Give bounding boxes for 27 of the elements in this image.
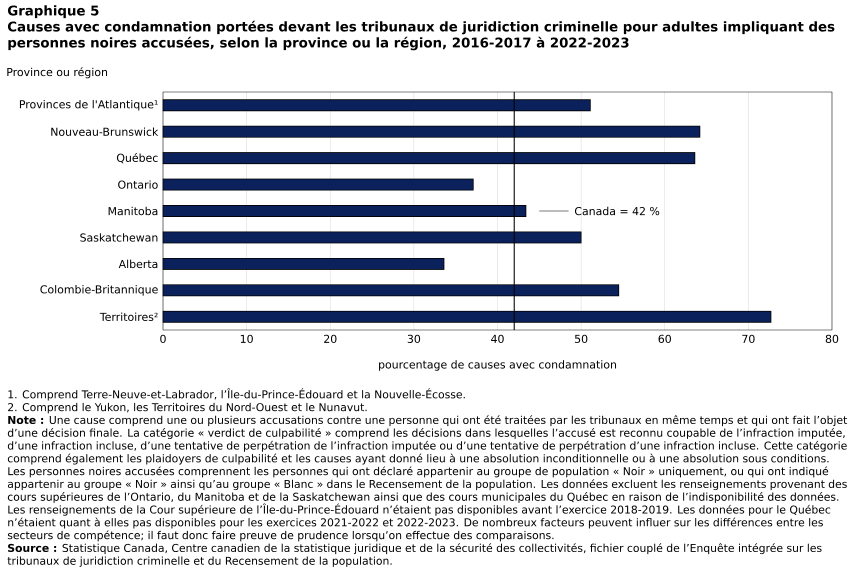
y-axis-title: Province ou région [7, 67, 108, 78]
x-tick-label: 50 [575, 334, 588, 343]
y-tick-label: Ontario [118, 180, 158, 189]
x-tick-label: 0 [160, 334, 166, 343]
text: Graphique 5 [8, 5, 98, 18]
x-axis-title: pourcentage de causes avec condamnation [379, 360, 616, 371]
y-tick-label: Manitoba [108, 206, 158, 216]
ref-line-label: Canada = 42 % [574, 206, 660, 216]
y-tick-label: Territoires² [100, 312, 158, 321]
text: 1. Comprend Terre-Neuve-et-Labrador, l’Île-du-Prince-Édouard et la Nouvelle-Écosse. [8, 388, 465, 401]
x-tick-label: 10 [240, 334, 253, 343]
chart-subtitle: Causes avec condamnation portées devant les tribunaux de juridiction criminelle pour adultes impliquant des personnes noires accusées, selon la province ou la région, 2016-2017 à 2022-2023 [8, 20, 834, 50]
x-tick-label: 20 [324, 334, 336, 343]
x-tick-label: 70 [742, 334, 755, 343]
x-tick-label: 30 [408, 334, 420, 343]
x-tick-label: 60 [658, 334, 671, 343]
y-tick-label: Colombie-Britannique [40, 285, 158, 296]
text: Source : Statistique Canada, Centre canadien de la statistique juridique et de la sécurité des collectivités, fichier couplé de l’Enquête intégrée sur les tribunaux de juridiction criminelle et du Recensement de la population. [8, 543, 822, 567]
y-tick-label: Québec [116, 153, 158, 164]
y-tick-label: Saskatchewan [80, 233, 158, 242]
x-tick-label: 80 [826, 334, 838, 343]
text: 2. Comprend le Yukon, les Territoires du Nord-Ouest et le Nunavut. [8, 402, 367, 414]
text: Note : Une cause comprend une ou plusieurs accusations contre une personne qui ont été traitées par les tribunaux en même temps et qui ont fait l’objet d’une décision finale. La catégorie « verdict de culpabilité » comprend les décisions dans lesquelles l’accusé est reconnu coupable de l’infraction imputée, d’une infraction incluse, d’une tentative de perpétration de l’infraction imputée ou d’une tentative de perpétration d’une infraction incluse. Cette catégorie comprend également les plaidoyers de culpabilité et les causes ayant donné lieu à une absolution inconditionnelle ou à une absolution sous conditions. Les personnes noires accusées comprennent les personnes qui ont déclaré appartenir au groupe de population « Noir » uniquement, ou qui ont indiqué appartenir au groupe « Noir » ainsi qu’au groupe « Blanc » dans le Recensement de la population. Les données excluent les renseignements provenant des cours supérieures de l’Ontario, du Manitoba et de la Saskatchewan ainsi que des cours municipales du Québec en raison de l’indisponibilité des données. Les renseignements de la Cour supérieure de l’Île-du-Prince-Édouard n’étaient pas disponibles avant l’exercice 2018-2019. Les données pour le Québec n’étaient quant à elles pas disponibles pour les exercices 2021-2022 et 2022-2023. De nombreux facteurs peuvent influer sur les différences entre les secteurs de compétence; il faut donc faire preuve de prudence lorsqu’on effectue des comparaisons. [8, 415, 848, 542]
y-tick-label: Alberta [118, 260, 158, 268]
y-tick-label: Nouveau-Brunswick [51, 127, 158, 136]
y-tick-label: Provinces de l'Atlantique¹ [20, 100, 158, 111]
x-tick-label: 40 [491, 334, 504, 343]
